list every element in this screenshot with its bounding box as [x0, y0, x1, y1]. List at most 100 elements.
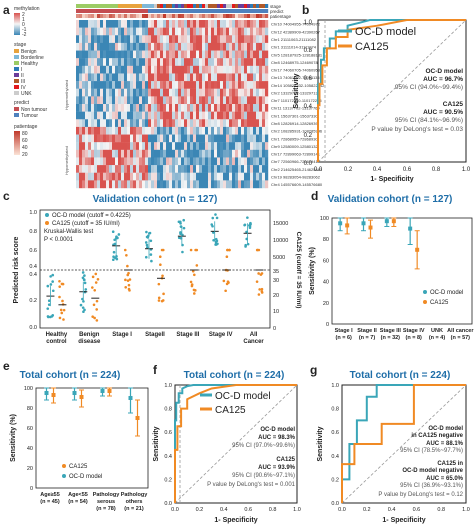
heatmap-cell — [118, 35, 122, 44]
marker-label: Chr1 31111014-31111074 — [271, 45, 317, 50]
heatmap-cell — [181, 27, 185, 36]
stage-annotation-cell — [190, 4, 194, 8]
heatmap-cell — [100, 111, 104, 120]
heatmap-cell — [208, 111, 212, 120]
heatmap-cell — [142, 50, 146, 59]
heatmap-cell — [223, 157, 227, 166]
heatmap-cell — [253, 157, 257, 166]
heatmap-cell — [226, 50, 230, 59]
heatmap-cell — [193, 42, 197, 51]
heatmap-cell — [187, 111, 191, 120]
heatmap-cell — [217, 104, 221, 112]
heatmap-cell — [223, 27, 227, 36]
heatmap-cell — [142, 119, 146, 128]
heatmap-cell — [112, 119, 116, 128]
heatmap-cell — [148, 104, 152, 112]
ca125-point — [226, 248, 229, 252]
ca125-point — [94, 281, 98, 284]
heatmap-cell — [193, 104, 197, 112]
heatmap-cell — [217, 81, 221, 89]
heatmap-cell — [187, 65, 191, 74]
heatmap-cell — [112, 42, 116, 51]
heatmap-cell — [112, 149, 116, 158]
age-annotation-cell — [244, 14, 248, 18]
heatmap-cell — [202, 65, 206, 74]
heatmap-cell — [121, 172, 125, 181]
heatmap-cell — [106, 149, 110, 158]
age-annotation-cell — [157, 14, 161, 18]
heatmap-cell — [172, 42, 176, 51]
heatmap-cell — [130, 134, 134, 143]
heatmap-cell — [256, 111, 260, 120]
heatmap-cell — [244, 81, 248, 89]
panel-b-roc: 0.0 0.2 0.4 0.6 0.8 1.0 0.0 0.2 0.4 0.6 … — [293, 19, 471, 183]
heatmap-cell — [139, 142, 143, 151]
heatmap-cell — [121, 65, 125, 74]
heatmap-cell — [187, 81, 191, 89]
heatmap-cell — [142, 65, 146, 74]
heatmap-cell — [199, 81, 203, 89]
stage-annotation-cell — [124, 4, 128, 8]
heatmap-cell — [172, 119, 176, 128]
heatmap-cell — [241, 58, 245, 67]
heatmap-cell — [103, 27, 107, 36]
ocd-point — [144, 255, 148, 259]
heatmap-cell — [235, 157, 239, 166]
heatmap-cell — [169, 104, 173, 112]
tick: 0.2 — [363, 507, 371, 513]
heatmap-cell — [244, 142, 248, 151]
stage-annotation-cell — [193, 4, 197, 8]
heatmap-cell — [88, 165, 92, 173]
heatmap-cell — [85, 157, 89, 166]
category-label: (n = 78) — [96, 506, 116, 512]
heatmap-cell — [88, 142, 92, 151]
heatmap-cell — [241, 65, 245, 74]
heatmap-cell — [244, 65, 248, 74]
heatmap-cell — [157, 27, 161, 36]
predict-swatch — [14, 107, 19, 111]
heatmap-cell — [184, 35, 188, 44]
heatmap-cell — [184, 149, 188, 158]
heatmap-cell — [88, 149, 92, 158]
age-annotation-cell — [94, 14, 98, 18]
roc-g-ticks: 0.00.00.20.20.40.40.60.60.80.81.01.0 — [331, 383, 469, 513]
heatmap-cell — [121, 111, 125, 120]
heatmap-cell — [133, 42, 137, 51]
heatmap-cell — [229, 149, 233, 158]
heatmap-cell — [130, 50, 134, 59]
predict-annotation-cell — [169, 9, 173, 13]
legend-methylation-title: methylation — [14, 6, 40, 12]
heatmap-cell — [166, 58, 170, 67]
age-annotation-cell — [211, 14, 215, 18]
stage-annotation-cell — [166, 4, 170, 8]
marker-label: Chr1 72868959-72868930 — [271, 136, 318, 141]
heatmap-cell — [88, 88, 92, 97]
age-annotation-cell — [184, 14, 188, 18]
heatmap-cell — [223, 134, 227, 143]
heatmap-cell — [184, 73, 188, 82]
heatmap-cell — [193, 111, 197, 120]
ocd-point — [181, 250, 184, 254]
tick: 0.2 — [331, 477, 339, 483]
marker-label: Chr1 15637301-15637330 — [271, 113, 318, 118]
heatmap-cell — [82, 50, 86, 59]
heatmap-cell — [193, 65, 197, 74]
heatmap-cell — [175, 42, 179, 51]
stage-annotation-cell — [175, 4, 179, 8]
heatmap-cell — [94, 142, 98, 151]
heatmap-cell — [235, 111, 239, 120]
heatmap-cell — [145, 20, 149, 28]
heatmap-cell — [256, 142, 260, 151]
heatmap-cell — [163, 20, 167, 28]
predict-annotation-cell — [88, 9, 92, 13]
heatmap-cell — [121, 126, 125, 135]
tick: 20 — [273, 293, 279, 299]
ca125-point — [193, 273, 196, 277]
heatmap-cell — [211, 165, 215, 173]
roc-f-ca125-line — [174, 384, 297, 503]
age-annotation-cell — [82, 14, 86, 18]
heatmap-cell — [253, 104, 257, 112]
heatmap-cell — [106, 142, 110, 151]
heatmap-cell — [130, 58, 134, 67]
